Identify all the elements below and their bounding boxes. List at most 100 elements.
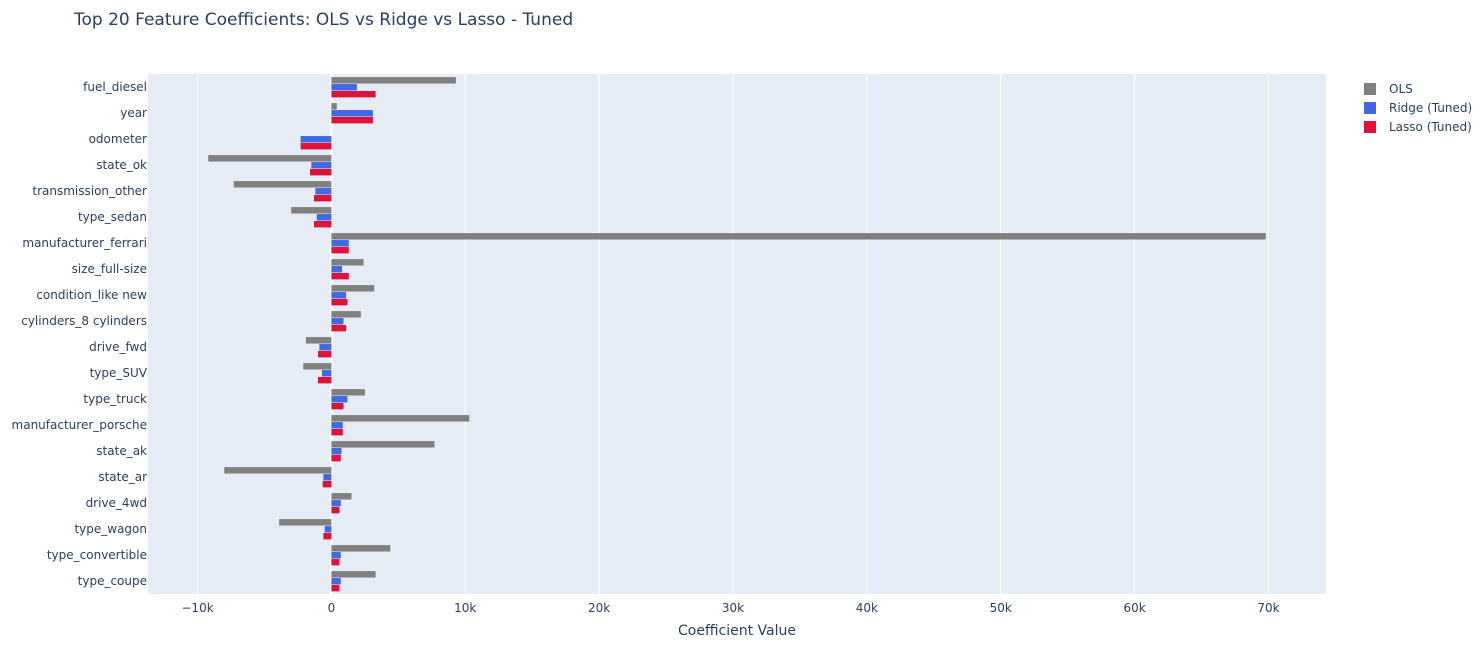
bar: [331, 422, 343, 429]
bar: [331, 324, 347, 332]
y-tick-label: state_ar: [98, 470, 147, 484]
bar: [331, 110, 373, 117]
bar: [331, 90, 376, 98]
bars: [208, 77, 1266, 592]
y-tick-label: manufacturer_ferrari: [22, 236, 147, 250]
bar: [331, 84, 357, 91]
bar: [331, 578, 341, 585]
bar: [291, 207, 332, 214]
bar: [331, 233, 1266, 240]
bar: [331, 298, 348, 306]
bar: [300, 136, 332, 143]
bar: [331, 389, 365, 396]
bar: [316, 214, 332, 221]
bar: [318, 350, 332, 358]
bar: [309, 168, 332, 176]
bar: [331, 506, 340, 514]
bar: [323, 474, 332, 481]
bar: [331, 116, 373, 124]
bar: [319, 344, 332, 351]
chart-title: Top 20 Feature Coefficients: OLS vs Ridg…: [73, 10, 573, 30]
y-tick-label: size_full-size: [72, 262, 147, 276]
bar: [208, 155, 332, 162]
legend-swatch: [1364, 102, 1376, 114]
bar: [305, 337, 332, 344]
legend-swatch: [1364, 83, 1376, 95]
x-tick-label: 30k: [722, 601, 744, 615]
bar: [324, 526, 332, 533]
bar: [331, 77, 456, 84]
y-tick-label: state_ok: [96, 158, 147, 172]
bar: [331, 266, 343, 273]
bar: [331, 396, 348, 403]
bar: [331, 318, 344, 325]
y-tick-label: drive_fwd: [89, 340, 147, 354]
y-tick-label: type_coupe: [78, 574, 147, 588]
bar: [323, 532, 332, 540]
y-tick-label: fuel_diesel: [83, 80, 147, 94]
bar: [331, 402, 344, 410]
bar: [331, 571, 376, 578]
bar: [331, 428, 343, 436]
y-tick-label: state_ak: [96, 444, 147, 458]
bar: [279, 519, 332, 526]
bar: [318, 376, 332, 384]
bar: [311, 162, 332, 169]
y-tick-label: type_convertible: [47, 548, 147, 562]
y-tick-label: type_wagon: [74, 522, 147, 536]
bar: [322, 370, 332, 377]
x-tick-label: 70k: [1257, 601, 1279, 615]
bar: [303, 363, 332, 370]
bar: [331, 292, 347, 299]
bar: [331, 259, 364, 266]
y-tick-label: drive_4wd: [86, 496, 147, 510]
bar: [331, 415, 470, 422]
legend-swatch: [1364, 121, 1376, 133]
plot-area: [148, 74, 1326, 594]
y-tick-label: type_sedan: [78, 210, 147, 224]
y-tick-label: type_truck: [83, 392, 147, 406]
x-tick-label: 40k: [856, 601, 878, 615]
x-tick-label: 50k: [990, 601, 1012, 615]
legend: OLS Ridge (Tuned) Lasso (Tuned): [1364, 82, 1472, 134]
y-tick-label: year: [120, 106, 147, 120]
x-tick-labels: −10k 0 10k 20k 30k 40k 50k 60k 70k: [181, 601, 1279, 615]
bar: [331, 558, 340, 566]
bar: [331, 103, 337, 110]
bar: [331, 493, 352, 500]
bar: [331, 246, 349, 254]
legend-label: OLS: [1389, 82, 1413, 96]
bar: [331, 285, 375, 292]
x-tick-label: 10k: [454, 601, 476, 615]
x-axis-title: Coefficient Value: [678, 623, 796, 639]
bar: [331, 454, 341, 462]
y-tick-label: transmission_other: [32, 184, 147, 198]
y-tick-label: odometer: [89, 132, 147, 146]
bar: [313, 220, 332, 228]
bar: [331, 272, 349, 280]
bar: [224, 467, 332, 474]
y-tick-label: type_SUV: [90, 366, 148, 380]
bar: [331, 552, 341, 559]
y-tick-label: condition_like new: [36, 288, 147, 302]
bar: [233, 181, 332, 188]
bar: [331, 500, 341, 507]
bar: [331, 311, 361, 318]
bar: [315, 188, 332, 195]
bar: [331, 441, 435, 448]
bar: [331, 584, 340, 592]
x-tick-label: 0: [328, 601, 336, 615]
legend-label: Ridge (Tuned): [1389, 101, 1472, 115]
y-tick-label: manufacturer_porsche: [12, 418, 147, 432]
legend-label: Lasso (Tuned): [1389, 120, 1472, 134]
y-tick-label: cylinders_8 cylinders: [21, 314, 147, 328]
x-tick-label: 60k: [1123, 601, 1145, 615]
bar: [331, 240, 349, 247]
bar: [300, 142, 332, 150]
x-tick-label: 20k: [588, 601, 610, 615]
bar: [322, 480, 332, 488]
x-tick-label: −10k: [181, 601, 213, 615]
bar: [331, 545, 391, 552]
